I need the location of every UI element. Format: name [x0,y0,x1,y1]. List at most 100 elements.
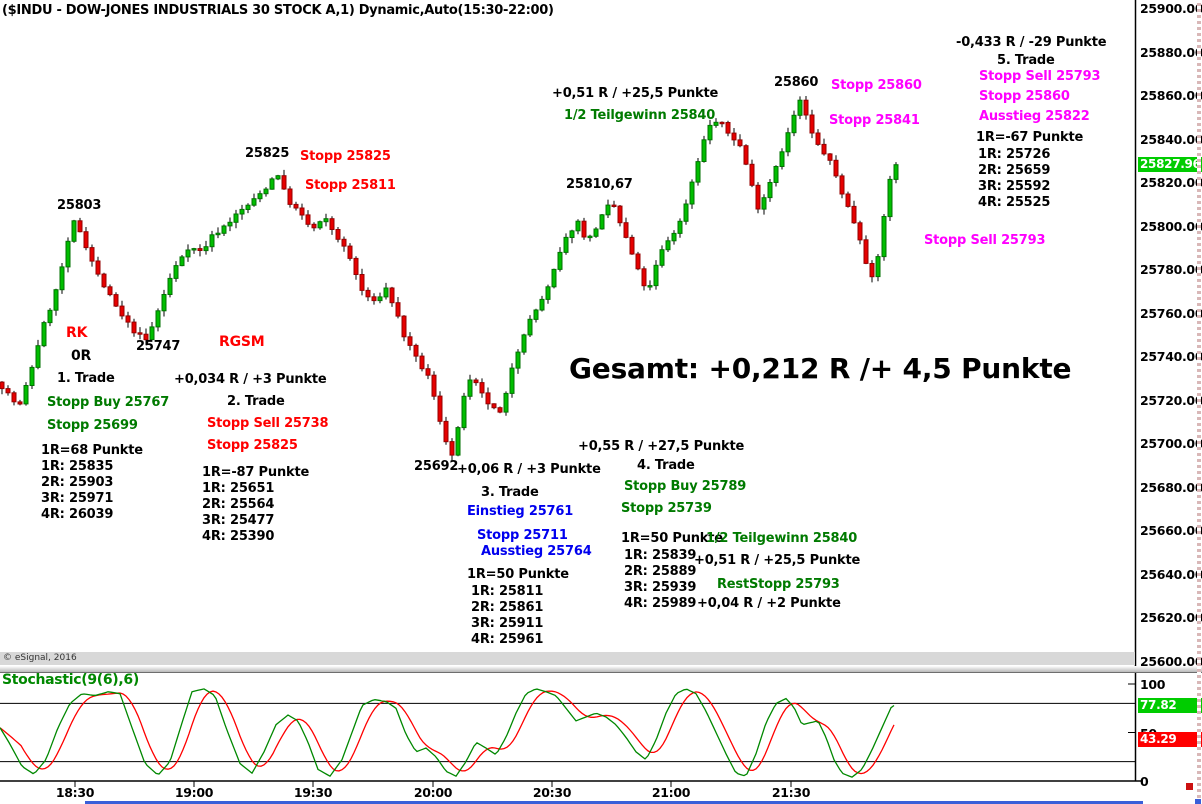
swing-25825: 25825 [245,146,290,161]
price-axis-label: 25660.00 [1140,523,1202,538]
stop-sell-25793-label: Stopp Sell 25793 [924,233,1046,248]
swing-25747: 25747 [136,339,181,354]
trade5-stop-sell: Stopp Sell 25793 [979,69,1101,84]
trade5-result: -0,433 R / -29 Punkte [956,35,1107,50]
price-axis-label: 25840.00 [1140,131,1202,147]
stop-25825-label: Stopp 25825 [300,149,391,164]
trade2-stop: Stopp 25825 [207,438,298,453]
copyright-strip: © eSignal, 2016 [0,652,1135,665]
stochastic-k-value-tag: 77.82 [1138,698,1202,713]
price-axis-label: 25720.00 [1140,392,1202,408]
trade4-stop-buy: Stopp Buy 25789 [624,479,747,494]
price-axis-label: 25880.00 [1140,44,1202,60]
time-axis-label: 19:00 [174,785,214,800]
trade2-3r: 3R: 25477 [202,513,275,528]
trade4-partial-result-top: +0,51 R / +25,5 Punkte [552,86,719,101]
trade4-1r-points: 1R=50 Punkte [621,531,723,546]
time-axis-label: 21:00 [651,785,691,800]
stop-25811-label: Stopp 25811 [305,178,396,193]
chart-title: ($INDU - DOW-JONES INDUSTRIALS 30 STOCK … [2,3,554,18]
trade5-stop: Stopp 25860 [979,89,1070,104]
price-axis-label: 25820.00 [1140,175,1202,190]
trade5-1r: 1R: 25726 [978,147,1051,162]
swing-25810: 25810,67 [566,177,633,192]
time-axis-label: 21:30 [771,785,811,800]
trade4-4r: 4R: 25989 [624,596,697,611]
trade4-result: +0,55 R / +27,5 Punkte [578,439,745,454]
price-axis-label: 25640.00 [1140,566,1202,582]
trade4-teilgewinn: 1/2 Teilgewinn 25840 [706,531,858,546]
stochastic-d-value-tag: 43.29 [1138,731,1202,747]
price-axis-label: 25620.00 [1140,610,1202,625]
price-axis-label: 25700.00 [1140,436,1202,451]
trade3-stop: Stopp 25711 [477,528,568,543]
trade2-4r: 4R: 25390 [202,529,275,544]
trade3-2r: 2R: 25861 [471,600,544,615]
trade1-4r: 4R: 26039 [41,507,114,522]
trade3-4r: 4R: 25961 [471,632,544,647]
stop-25841-label: Stopp 25841 [829,113,920,128]
trade4-1r: 1R: 25839 [624,548,697,563]
trade5-3r: 3R: 25592 [978,179,1051,194]
trade2-number: 2. Trade [227,394,285,409]
trade5-4r: 4R: 25525 [978,195,1051,210]
trade2-1r: 1R: 25651 [202,481,275,496]
trade4-reststop: RestStopp 25793 [717,577,840,592]
window-bottom-border [85,801,1143,804]
price-axis-label: 25800.00 [1140,218,1202,234]
trade5-exit: Ausstieg 25822 [979,109,1090,124]
window-right-edge [1197,0,1201,804]
trade3-1r-points: 1R=50 Punkte [467,567,569,582]
swing-25692: 25692 [414,459,459,474]
trade4-2r: 2R: 25889 [624,564,697,579]
panel-splitter[interactable] [0,666,1202,673]
time-axis-label: 20:00 [413,785,453,800]
time-axis-label: 19:30 [293,785,333,800]
stochastic-indicator-label: Stochastic(9(6),6) [2,672,139,688]
time-axis-label: 18:30 [55,785,95,800]
copyright-label: © eSignal, 2016 [3,653,77,663]
corner-accent [1195,799,1201,804]
trade4-number: 4. Trade [637,458,695,473]
trade1-3r: 3R: 25971 [41,491,114,506]
trade5-1r-points: 1R=-67 Punkte [976,130,1084,145]
stop-25860-label: Stopp 25860 [831,78,922,93]
trade3-entry: Einstieg 25761 [467,504,574,519]
swing-25860: 25860 [774,75,819,90]
trade3-number: 3. Trade [481,485,539,500]
trade1-stop: Stopp 25699 [47,418,138,433]
price-axis-label: 25860.00 [1140,88,1202,103]
trade4-teilgewinn-result: +0,51 R / +25,5 Punkte [694,553,861,568]
trade2-2r: 2R: 25564 [202,497,275,512]
trade3-result: +0,06 R / +3 Punkte [457,462,601,477]
trade4-partial-label-top: 1/2 Teilgewinn 25840 [564,108,716,123]
trade5-2r: 2R: 25659 [978,163,1051,178]
trade2-result: +0,034 R / +3 Punkte [174,372,327,387]
trade3-exit: Ausstieg 25764 [481,544,592,559]
price-axis-label: 25760.00 [1140,305,1202,321]
trade1-number: 1. Trade [57,371,115,386]
total-result: Gesamt: +0,212 R /+ 4,5 Punkte [569,352,1072,385]
price-axis-label: 25900.00 [1140,1,1202,16]
price-axis-label: 25740.00 [1140,349,1202,364]
trade2-stop-sell: Stopp Sell 25738 [207,416,329,431]
trade1-2r: 2R: 25903 [41,475,114,490]
swing-25803: 25803 [57,198,102,213]
trade1-result: 0R [71,348,92,364]
time-axis-label: 20:30 [532,785,572,800]
trade5-number: 5. Trade [997,53,1055,68]
trade3-1r: 1R: 25811 [471,584,544,599]
trade4-3r: 3R: 25939 [624,580,697,595]
trade1-1r: 1R: 25835 [41,459,114,474]
trade1-stop-buy: Stopp Buy 25767 [47,395,170,410]
stochastic-axis-label: 0 [1140,774,1149,789]
price-axis-label: 25680.00 [1140,479,1202,495]
scroll-corner-marker[interactable] [1186,783,1193,790]
price-axis-label: 25600.00 [1140,653,1202,669]
trade3-3r: 3R: 25911 [471,616,544,631]
trade1-strategy: RK [66,325,88,341]
last-price-tag: 25827.96 [1138,157,1202,173]
trade1-1r-points: 1R=68 Punkte [41,443,143,458]
